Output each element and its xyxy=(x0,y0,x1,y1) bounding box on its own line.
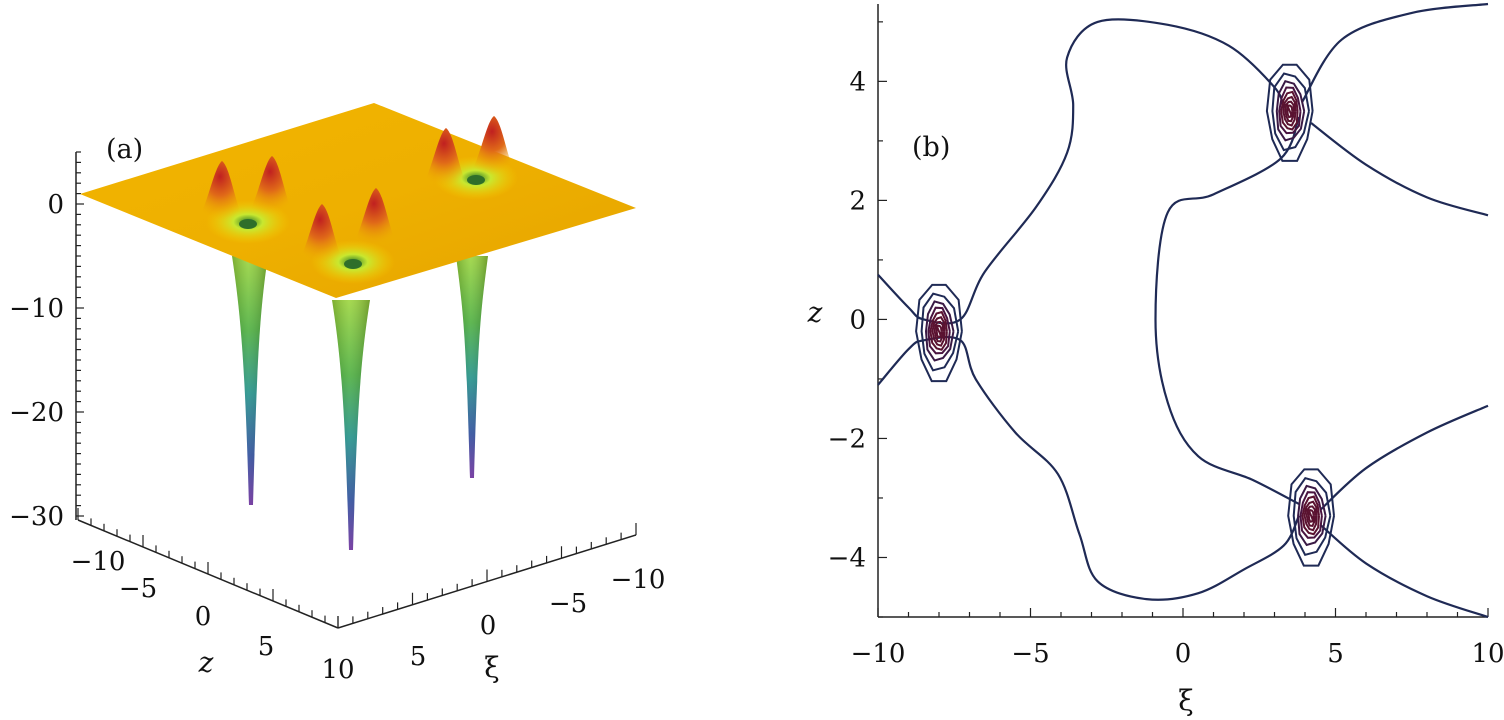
surface-plane xyxy=(80,103,636,298)
contour-ring-center-3-4 xyxy=(1299,491,1323,539)
xi-tick-label: −10 xyxy=(611,565,666,595)
xi-axis-title: ξ xyxy=(484,651,499,684)
contour-ring-center-3-7 xyxy=(1305,505,1317,527)
contour-ring-center-3-6 xyxy=(1303,500,1318,532)
y-tick-label: 0 xyxy=(849,305,866,335)
dip-spike-right-shade xyxy=(456,256,488,478)
z-tick-label: −10 xyxy=(71,547,126,577)
panel-a-surface-plot: 0 −10 −20 −30 −10 −5 0 5 10 5 0 −5 −10 z ξ (a) xyxy=(9,103,665,685)
y-tick-label: −4 xyxy=(828,543,866,573)
contour-ring-center-1-4 xyxy=(927,306,951,355)
peak-center-1 xyxy=(296,204,344,266)
contour-ring-center-1-3 xyxy=(924,300,955,362)
xi-tick-label: 0 xyxy=(480,611,497,641)
panel-tag-a: (a) xyxy=(106,134,143,165)
height-tick-label: 0 xyxy=(47,190,64,220)
z-axis-title: z xyxy=(198,646,214,679)
contour-outer-3 xyxy=(1154,116,1300,505)
dip-hole-core-center xyxy=(344,259,362,269)
panel-tag-b: (b) xyxy=(912,132,950,163)
surface-axes xyxy=(75,151,637,629)
peak-left-1 xyxy=(196,161,244,223)
contour-ring-center-2-6 xyxy=(1282,95,1297,127)
contour-labels: −10 −5 0 5 10 4 2 0 −2 −4 ξ z (b) xyxy=(807,67,1504,717)
dip-spike-center-shade xyxy=(332,300,370,550)
contour-outer-2 xyxy=(877,335,1300,601)
contour-lines xyxy=(877,2,1489,619)
contour-ring-center-2-7 xyxy=(1284,100,1295,123)
contour-outer-6 xyxy=(1319,404,1489,511)
contour-ring-center-2-1 xyxy=(1265,63,1314,162)
z-tick-label: 5 xyxy=(258,632,275,662)
dip-spike-left-shade xyxy=(232,256,268,505)
contour-ring-center-3-3 xyxy=(1297,484,1327,547)
x-tick-label: 0 xyxy=(1175,639,1192,669)
x-tick-label: −5 xyxy=(1011,639,1049,669)
height-tick-label: −10 xyxy=(9,294,64,324)
contour-ring-center-2-5 xyxy=(1280,90,1299,131)
contour-outer-1 xyxy=(877,18,1285,325)
y-tick-label: −2 xyxy=(828,424,866,454)
x-tick-label: 10 xyxy=(1471,639,1504,669)
x-axis-title: ξ xyxy=(1178,684,1193,716)
contour-ring-center-3-1 xyxy=(1287,468,1335,567)
dip-hole-core-left xyxy=(239,219,257,229)
contour-ring-center-3-2 xyxy=(1292,477,1332,556)
contour-outer-7 xyxy=(1319,523,1489,619)
contour-ring-center-1-5 xyxy=(929,310,948,351)
y-tick-label: 2 xyxy=(849,186,866,216)
contour-outer-4 xyxy=(1301,2,1489,103)
contour-core-center-1 xyxy=(935,323,943,339)
xi-tick-label: 5 xyxy=(410,642,427,672)
x-tick-label: −10 xyxy=(851,639,906,669)
y-tick-label: 4 xyxy=(849,67,866,97)
contour-ring-center-2-3 xyxy=(1275,80,1306,142)
contour-core-center-3 xyxy=(1307,508,1316,524)
contour-ring-center-2-4 xyxy=(1278,86,1302,135)
contour-ring-center-3-5 xyxy=(1301,495,1320,536)
peak-center-2 xyxy=(350,188,398,250)
xi-tick-label: −5 xyxy=(549,589,587,619)
panel-b-contour-plot: −10 −5 0 5 10 4 2 0 −2 −4 ξ z (b) xyxy=(760,0,1504,717)
height-tick-label: −30 xyxy=(9,502,64,532)
contour-ring-center-1-6 xyxy=(931,315,946,347)
contour-ring-center-1-7 xyxy=(933,320,945,343)
peak-right-1 xyxy=(420,128,468,190)
height-tick-label: −20 xyxy=(9,398,64,428)
z-tick-label: 10 xyxy=(321,655,354,685)
contour-plot-canvas: −10 −5 0 5 10 4 2 0 −2 −4 ξ z (b) xyxy=(807,2,1504,717)
contour-ring-center-1-2 xyxy=(920,292,960,372)
contour-ring-center-2-2 xyxy=(1271,72,1310,152)
contour-ring-center-1-1 xyxy=(915,283,963,383)
peak-right-2 xyxy=(468,116,516,178)
z-tick-label: 0 xyxy=(195,602,212,632)
peak-left-2 xyxy=(246,156,294,218)
contour-outer-5 xyxy=(1310,122,1489,217)
x-tick-label: 5 xyxy=(1327,639,1344,669)
surface-mesh xyxy=(80,103,636,550)
contour-frame xyxy=(877,4,1489,618)
y-axis-title: z xyxy=(807,296,823,329)
z-tick-label: −5 xyxy=(119,574,157,604)
contour-core-center-2 xyxy=(1285,103,1294,119)
